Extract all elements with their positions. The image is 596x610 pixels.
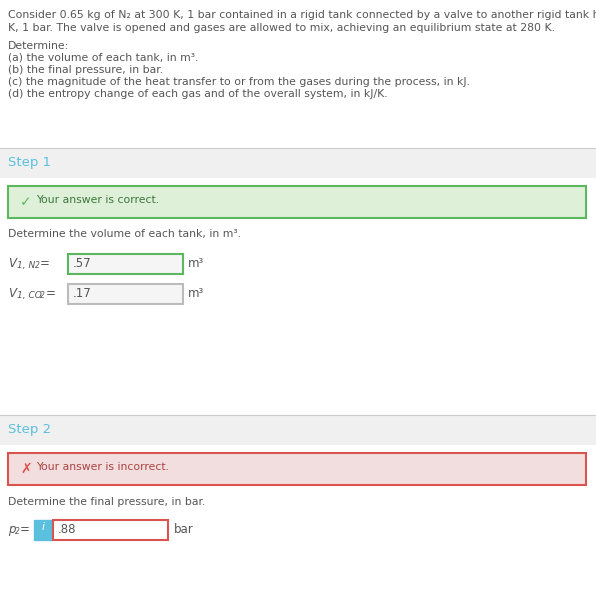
Bar [53,520,168,540]
Text: K, 1 bar. The valve is opened and gases are allowed to mix, achieving an equilib: K, 1 bar. The valve is opened and gases … [8,23,555,33]
Bar [0,178,596,415]
Bar [68,284,183,304]
Text: Step 2: Step 2 [8,423,51,436]
Text: m³: m³ [188,287,204,300]
Text: (b) the final pressure, in bar.: (b) the final pressure, in bar. [8,65,163,75]
Text: =: = [46,287,56,300]
Bar [0,445,596,610]
Bar [0,415,596,445]
Text: 2: 2 [35,261,40,270]
Text: .57: .57 [73,257,92,270]
Text: =: = [20,523,30,536]
Text: (d) the entropy change of each gas and of the overall system, in kJ/K.: (d) the entropy change of each gas and o… [8,89,387,99]
Text: .17: .17 [73,287,92,300]
Text: (a) the volume of each tank, in m³.: (a) the volume of each tank, in m³. [8,53,198,63]
Text: Your answer is incorrect.: Your answer is incorrect. [36,462,169,472]
Text: V: V [8,287,16,300]
Text: Step 1: Step 1 [8,156,51,169]
Text: =: = [40,257,50,270]
Text: ✓: ✓ [20,195,32,209]
Bar [68,254,183,274]
Text: Your answer is correct.: Your answer is correct. [36,195,159,205]
Text: (c) the magnitude of the heat transfer to or from the gases during the process, : (c) the magnitude of the heat transfer t… [8,77,470,87]
Bar [0,0,596,148]
Bar [34,520,52,540]
Text: i: i [42,522,45,532]
Text: Determine:: Determine: [8,41,69,51]
Text: V: V [8,257,16,270]
Text: .88: .88 [58,523,76,536]
Bar [8,453,586,485]
Text: bar: bar [174,523,194,536]
Text: 1, N: 1, N [17,261,35,270]
Text: 2: 2 [15,527,20,536]
Text: ✗: ✗ [20,462,32,476]
Text: Consider 0.65 kg of N₂ at 300 K, 1 bar contained in a rigid tank connected by a : Consider 0.65 kg of N₂ at 300 K, 1 bar c… [8,10,596,20]
Text: Determine the final pressure, in bar.: Determine the final pressure, in bar. [8,497,206,507]
Text: 1, CO: 1, CO [17,291,42,300]
Bar [8,186,586,218]
Bar [0,148,596,178]
Text: Determine the volume of each tank, in m³.: Determine the volume of each tank, in m³… [8,229,241,239]
Text: 2: 2 [40,291,45,300]
Text: p: p [8,523,15,536]
Text: m³: m³ [188,257,204,270]
